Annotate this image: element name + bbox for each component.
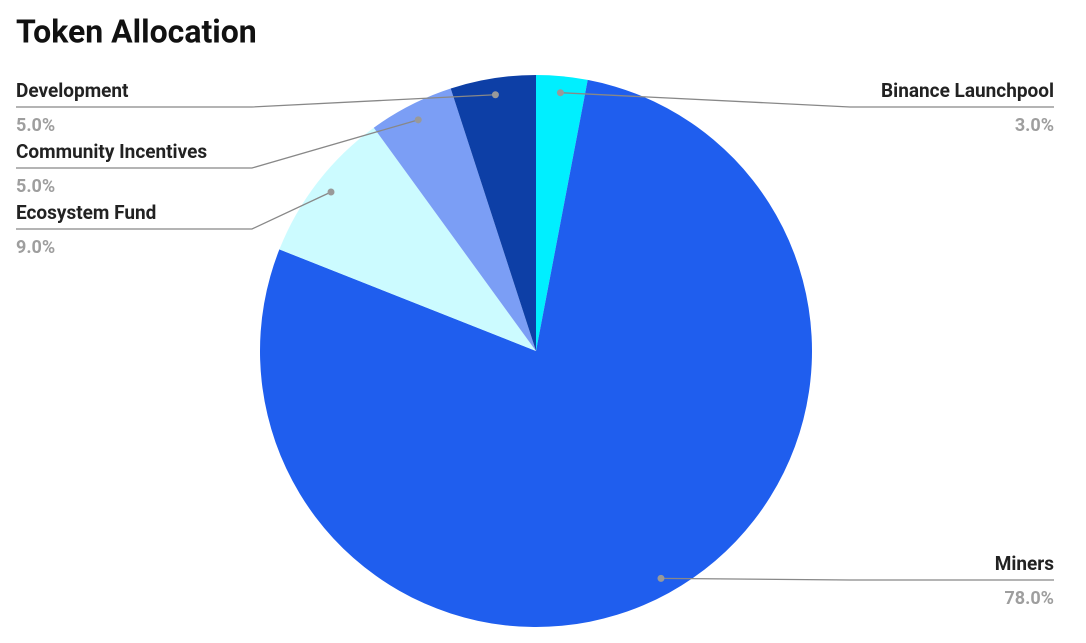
leader-line (16, 94, 496, 108)
slice-label: Community Incentives (16, 140, 207, 163)
pie-slice (260, 79, 812, 627)
slice-label: Binance Launchpool (881, 79, 1054, 102)
leader-line (16, 119, 419, 169)
slice-value: 78.0% (1004, 588, 1054, 609)
pie-slice (450, 75, 536, 351)
pie-slice (373, 88, 536, 352)
leader-dot (657, 574, 665, 582)
slice-label: Miners (995, 552, 1055, 575)
pie-slice (536, 75, 588, 351)
leader-dot (556, 89, 564, 97)
slice-label: Ecosystem Fund (16, 201, 156, 224)
slice-label: Development (16, 79, 129, 102)
leader-dot (327, 188, 335, 196)
leader-line (660, 577, 1054, 581)
slice-value: 5.0% (16, 115, 55, 136)
pie-slice (279, 127, 536, 352)
leader-line (16, 191, 332, 230)
leader-dot (414, 116, 422, 124)
slice-value: 3.0% (1015, 115, 1054, 136)
slice-value: 5.0% (16, 176, 55, 197)
chart-title: Token Allocation (16, 12, 257, 50)
leader-line (560, 92, 1054, 108)
leader-dot (491, 91, 499, 99)
slice-value: 9.0% (16, 237, 55, 258)
